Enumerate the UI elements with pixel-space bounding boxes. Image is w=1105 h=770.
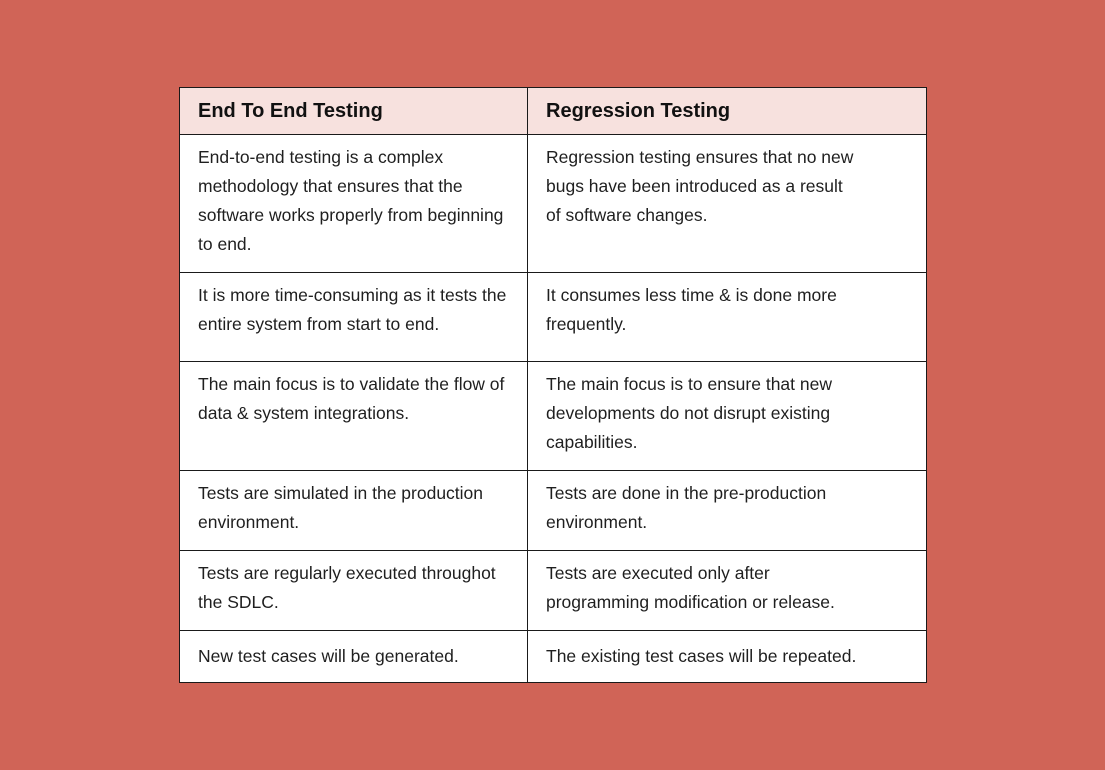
cell-end-to-end: Tests are regularly executed throughot t… (179, 550, 528, 631)
cell-regression: The existing test cases will be repeated… (527, 630, 927, 683)
cell-regression: Regression testing ensures that no new b… (527, 134, 927, 273)
cell-end-to-end: It is more time-consuming as it tests th… (179, 272, 528, 362)
table-row: New test cases will be generated. The exi… (179, 630, 927, 683)
cell-end-to-end: End-to-end testing is a complex methodol… (179, 134, 528, 273)
comparison-table: End To End Testing Regression Testing En… (179, 87, 927, 683)
cell-text: Tests are done in the pre-production env… (546, 483, 827, 532)
cell-text: Tests are regularly executed throughot t… (198, 563, 496, 612)
header-end-to-end: End To End Testing (179, 87, 528, 135)
cell-regression: Tests are executed only after programmin… (527, 550, 927, 631)
cell-text: The main focus is to validate the flow o… (198, 374, 505, 423)
cell-regression: It consumes less time & is done more fre… (527, 272, 927, 362)
table-row: Tests are regularly executed throughot t… (179, 550, 927, 631)
cell-text: It consumes less time & is done more fre… (546, 285, 837, 334)
cell-end-to-end: Tests are simulated in the production en… (179, 470, 528, 551)
cell-end-to-end: The main focus is to validate the flow o… (179, 361, 528, 471)
cell-text: Tests are simulated in the production en… (198, 483, 484, 532)
cell-text: The main focus is to ensure that new dev… (546, 374, 832, 452)
table-row: Tests are simulated in the production en… (179, 470, 927, 551)
header-regression: Regression Testing (527, 87, 927, 135)
cell-text: Regression testing ensures that no new b… (546, 147, 854, 225)
cell-text: Tests are executed only after programmin… (546, 563, 835, 612)
cell-regression: The main focus is to ensure that new dev… (527, 361, 927, 471)
cell-end-to-end: New test cases will be generated. (179, 630, 528, 683)
table-row: The main focus is to validate the flow o… (179, 361, 927, 471)
table-row: It is more time-consuming as it tests th… (179, 272, 927, 362)
cell-regression: Tests are done in the pre-production env… (527, 470, 927, 551)
cell-text: End-to-end testing is a complex methodol… (198, 147, 504, 254)
cell-text: The existing test cases will be repeated… (546, 646, 857, 666)
table-row: End-to-end testing is a complex methodol… (179, 134, 927, 273)
header-row: End To End Testing Regression Testing (179, 87, 927, 135)
cell-text: New test cases will be generated. (198, 646, 459, 666)
cell-text: It is more time-consuming as it tests th… (198, 285, 507, 334)
